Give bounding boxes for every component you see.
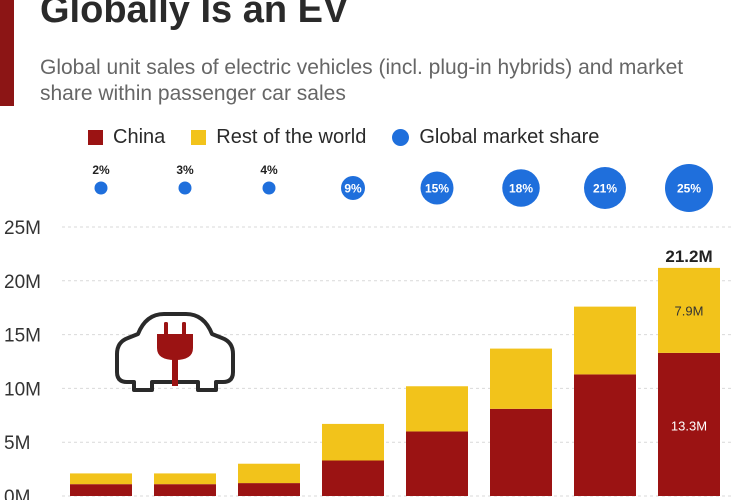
legend-swatch-market-share (392, 128, 410, 146)
y-tick-label: 25M (4, 218, 41, 239)
legend: China Rest of the world Global market sh… (88, 124, 625, 150)
market-share-bubble (178, 181, 192, 195)
market-share-label: 18% (509, 182, 533, 196)
bar-segment-rest-of-world (238, 463, 300, 484)
legend-item-china: China (88, 126, 165, 149)
market-share-bubble (341, 176, 365, 200)
legend-label-rest-of-world: Rest of the world (216, 125, 367, 148)
data-label-total-latest: 21.2M (665, 247, 712, 266)
bar-segment-rest-of-world (490, 348, 552, 409)
legend-item-rest-of-world: Rest of the world (191, 126, 366, 149)
bar-segment-china (70, 484, 132, 496)
market-share-bubble (665, 164, 713, 212)
chart-title: Globally Is an EV (40, 0, 349, 31)
market-share-label: 9% (344, 182, 362, 196)
data-label-rest-of-world-latest: 7.9M (675, 303, 704, 318)
bar-segment-china (238, 483, 300, 496)
legend-label-china: China (113, 125, 166, 148)
bar-segment-china (322, 460, 384, 496)
bar-segment-rest-of-world (70, 473, 132, 485)
title-accent-bar (0, 0, 14, 106)
bar-segment-china (574, 374, 636, 496)
market-share-label: 3% (176, 163, 194, 177)
ev-sales-chart: 0M 5M 10M 15M 20M 25M 2% 3% 4% 9% 15% 18% 21% 25% 13.3… (4, 163, 732, 500)
legend-label-market-share: Global market share (419, 125, 600, 148)
legend-swatch-china (88, 129, 103, 145)
bar-segment-china (154, 484, 216, 496)
chart-subtitle: Global unit sales of electric vehicles (… (40, 56, 684, 105)
bar-segment-rest-of-world (154, 473, 216, 485)
y-tick-label: 15M (4, 326, 41, 347)
market-share-label: 25% (677, 182, 701, 196)
y-tick-label: 10M (4, 379, 41, 400)
y-tick-label: 20M (4, 272, 41, 293)
market-share-label: 21% (593, 182, 617, 196)
legend-swatch-rest-of-world (191, 129, 207, 145)
market-share-label: 4% (260, 163, 278, 177)
electric-car-plug-icon (112, 308, 238, 399)
market-share-label: 2% (92, 163, 110, 177)
bar-segment-rest-of-world (658, 267, 720, 353)
market-share-bubble (262, 181, 276, 195)
market-share-label: 15% (425, 182, 449, 196)
legend-item-market-share: Global market share (392, 126, 599, 149)
bar-segment-china (406, 431, 468, 496)
bar-segment-rest-of-world (322, 423, 384, 461)
bar-segment-rest-of-world (574, 306, 636, 375)
market-share-bubble (502, 169, 540, 207)
market-share-bubble (420, 171, 454, 205)
y-tick-label: 0M (4, 487, 30, 500)
bar-segment-china (658, 352, 720, 496)
market-share-bubble (94, 181, 108, 195)
bar-segment-rest-of-world (406, 386, 468, 432)
data-label-china-latest: 13.3M (671, 418, 707, 433)
bar-segment-china (490, 408, 552, 496)
y-tick-label: 5M (4, 433, 30, 454)
market-share-bubble (584, 167, 626, 209)
